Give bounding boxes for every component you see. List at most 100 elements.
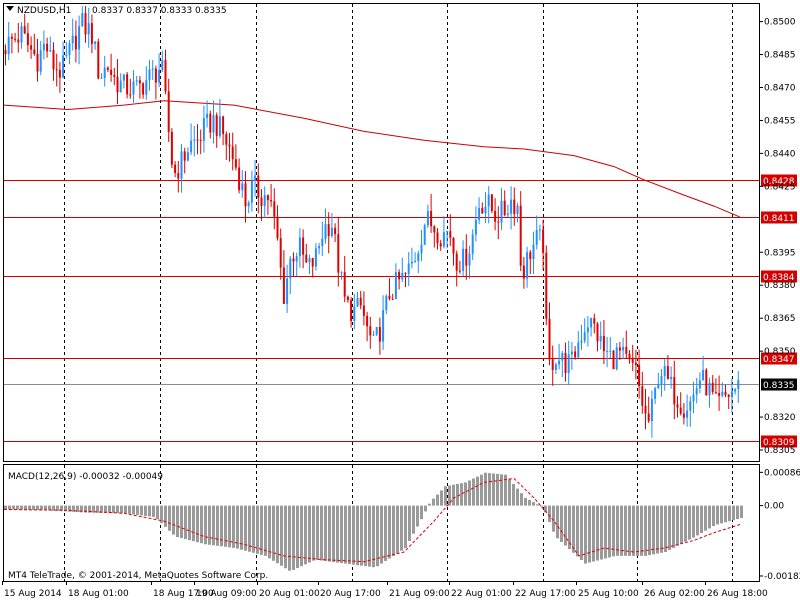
candle xyxy=(193,125,196,157)
candle xyxy=(622,337,625,360)
candle-body xyxy=(343,272,346,297)
histogram-bar xyxy=(252,505,255,553)
candle-body xyxy=(39,50,42,72)
candle xyxy=(382,295,385,350)
symbol-label: NZDUSD,H1 xyxy=(17,6,71,16)
candle-body xyxy=(727,394,730,398)
candle-body xyxy=(177,172,180,179)
candle xyxy=(324,208,327,244)
candle xyxy=(378,317,381,355)
candle-body xyxy=(292,258,295,262)
candle-body xyxy=(663,365,666,377)
histogram-bar xyxy=(380,505,383,564)
candle xyxy=(414,252,417,263)
histogram-bar xyxy=(548,505,551,523)
candle-body xyxy=(81,13,84,27)
histogram-bar xyxy=(328,505,331,562)
candle-body xyxy=(737,379,740,390)
y-tick-label-9: 0.8350 xyxy=(764,347,796,357)
candle xyxy=(410,247,413,269)
candle xyxy=(305,243,308,264)
candle-body xyxy=(260,197,263,207)
histogram-bar xyxy=(668,505,671,550)
candle-body xyxy=(84,13,87,35)
candle xyxy=(554,362,557,374)
x-tick-label-0: 15 Aug 2014 xyxy=(4,589,62,599)
candle-body xyxy=(430,210,433,227)
y-tick-label-5: 0.8425 xyxy=(764,182,796,192)
histogram-bar xyxy=(220,505,223,547)
candle-body xyxy=(718,392,721,396)
histogram-bar xyxy=(444,486,447,506)
candle xyxy=(503,190,506,217)
histogram-bar xyxy=(708,505,711,529)
macd-axis: 0.00086 0.00 -0.00182 xyxy=(759,468,800,582)
histogram-bar xyxy=(704,505,707,531)
candle-body xyxy=(26,33,29,46)
candle xyxy=(286,264,289,313)
candle-body xyxy=(730,391,733,398)
candle xyxy=(215,112,218,148)
candle-body xyxy=(484,206,487,214)
histogram-bar xyxy=(488,473,491,506)
candle xyxy=(279,228,282,280)
histogram-bar xyxy=(616,505,619,556)
candle-body xyxy=(318,246,321,249)
x-tick-label-5: 20 Aug 17:00 xyxy=(320,589,381,599)
candle-body xyxy=(564,353,567,374)
candle xyxy=(148,59,151,91)
candle-body xyxy=(596,323,599,342)
histogram-bar xyxy=(284,505,287,569)
candle xyxy=(209,110,212,139)
candle xyxy=(103,55,106,87)
candle-body xyxy=(58,69,61,78)
candle-body xyxy=(554,364,557,370)
histogram-bar xyxy=(164,505,167,527)
candle-body xyxy=(506,213,509,216)
candle-body xyxy=(337,234,340,273)
histogram-bar xyxy=(100,505,103,513)
candle xyxy=(663,359,666,391)
macd-tick-label-2: -0.00182 xyxy=(764,572,800,582)
candle xyxy=(593,313,596,334)
candle-body xyxy=(71,35,74,44)
candle-body xyxy=(679,407,682,414)
candle-body xyxy=(666,365,669,379)
candle-body xyxy=(234,159,237,168)
candle xyxy=(676,396,679,418)
candle-body xyxy=(618,347,621,351)
candle xyxy=(558,343,561,370)
histogram-bar xyxy=(152,505,155,517)
histogram-bar xyxy=(580,505,583,560)
histogram-bar xyxy=(132,505,135,515)
candle xyxy=(506,204,509,218)
candle-body xyxy=(167,91,170,132)
x-tick-label-1: 18 Aug 01:00 xyxy=(68,589,129,599)
current-price-label: 0.8335 xyxy=(763,381,795,391)
candle-body xyxy=(462,248,465,271)
histogram-bar xyxy=(140,505,143,516)
candle-body xyxy=(526,252,529,279)
level-label-0: 0.8428 xyxy=(763,177,795,187)
candle-body xyxy=(468,253,471,266)
x-tick-label-6: 21 Aug 09:00 xyxy=(389,589,450,599)
candle-body xyxy=(548,318,551,360)
histogram-bar xyxy=(516,488,519,506)
candle-body xyxy=(17,39,20,43)
candle-body xyxy=(183,151,186,161)
candle-body xyxy=(471,234,474,254)
histogram-bar xyxy=(332,505,335,563)
candle-body xyxy=(7,36,10,55)
histogram-bar xyxy=(300,505,303,567)
symbol-dropdown-icon[interactable] xyxy=(6,6,14,11)
histogram-bar xyxy=(684,505,687,542)
candle xyxy=(55,53,58,87)
candle-body xyxy=(628,353,631,359)
histogram-bar xyxy=(388,505,391,559)
candle xyxy=(609,337,612,359)
candle xyxy=(634,349,637,380)
histogram-bar xyxy=(72,505,75,512)
candle xyxy=(647,396,650,424)
candle-body xyxy=(174,164,177,173)
level-lines xyxy=(4,180,759,442)
